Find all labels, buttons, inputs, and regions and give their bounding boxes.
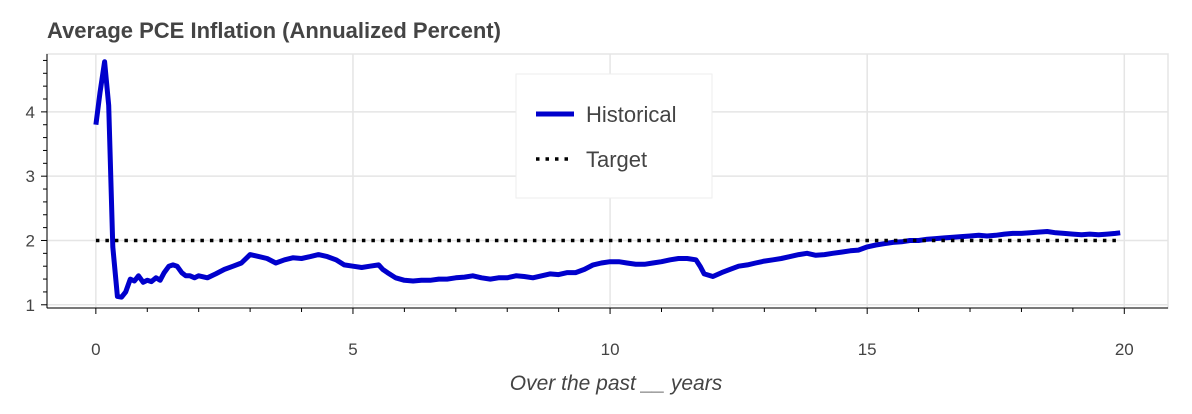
legend-box [515,73,713,199]
x-tick-label: 20 [1115,340,1134,359]
y-tick-label: 1 [26,296,35,315]
x-axis-label: Over the past __ years [510,372,723,395]
legend: Historical Target [515,73,713,199]
x-tick-label: 5 [348,340,357,359]
x-tick-label: 0 [91,340,100,359]
y-tick-label: 2 [26,231,35,250]
series-layer [93,59,1121,300]
legend-label-historical: Historical [586,102,676,127]
y-tick-label: 4 [26,103,35,122]
x-tick-label: 15 [858,340,877,359]
chart-title: Average PCE Inflation (Annualized Percen… [47,18,501,43]
y-axis: 1 2 3 4 [26,59,47,315]
y-tick-label: 3 [26,167,35,186]
legend-label-target: Target [586,147,647,172]
x-axis: 0 5 10 15 20 [91,308,1134,359]
x-tick-label: 10 [601,340,620,359]
